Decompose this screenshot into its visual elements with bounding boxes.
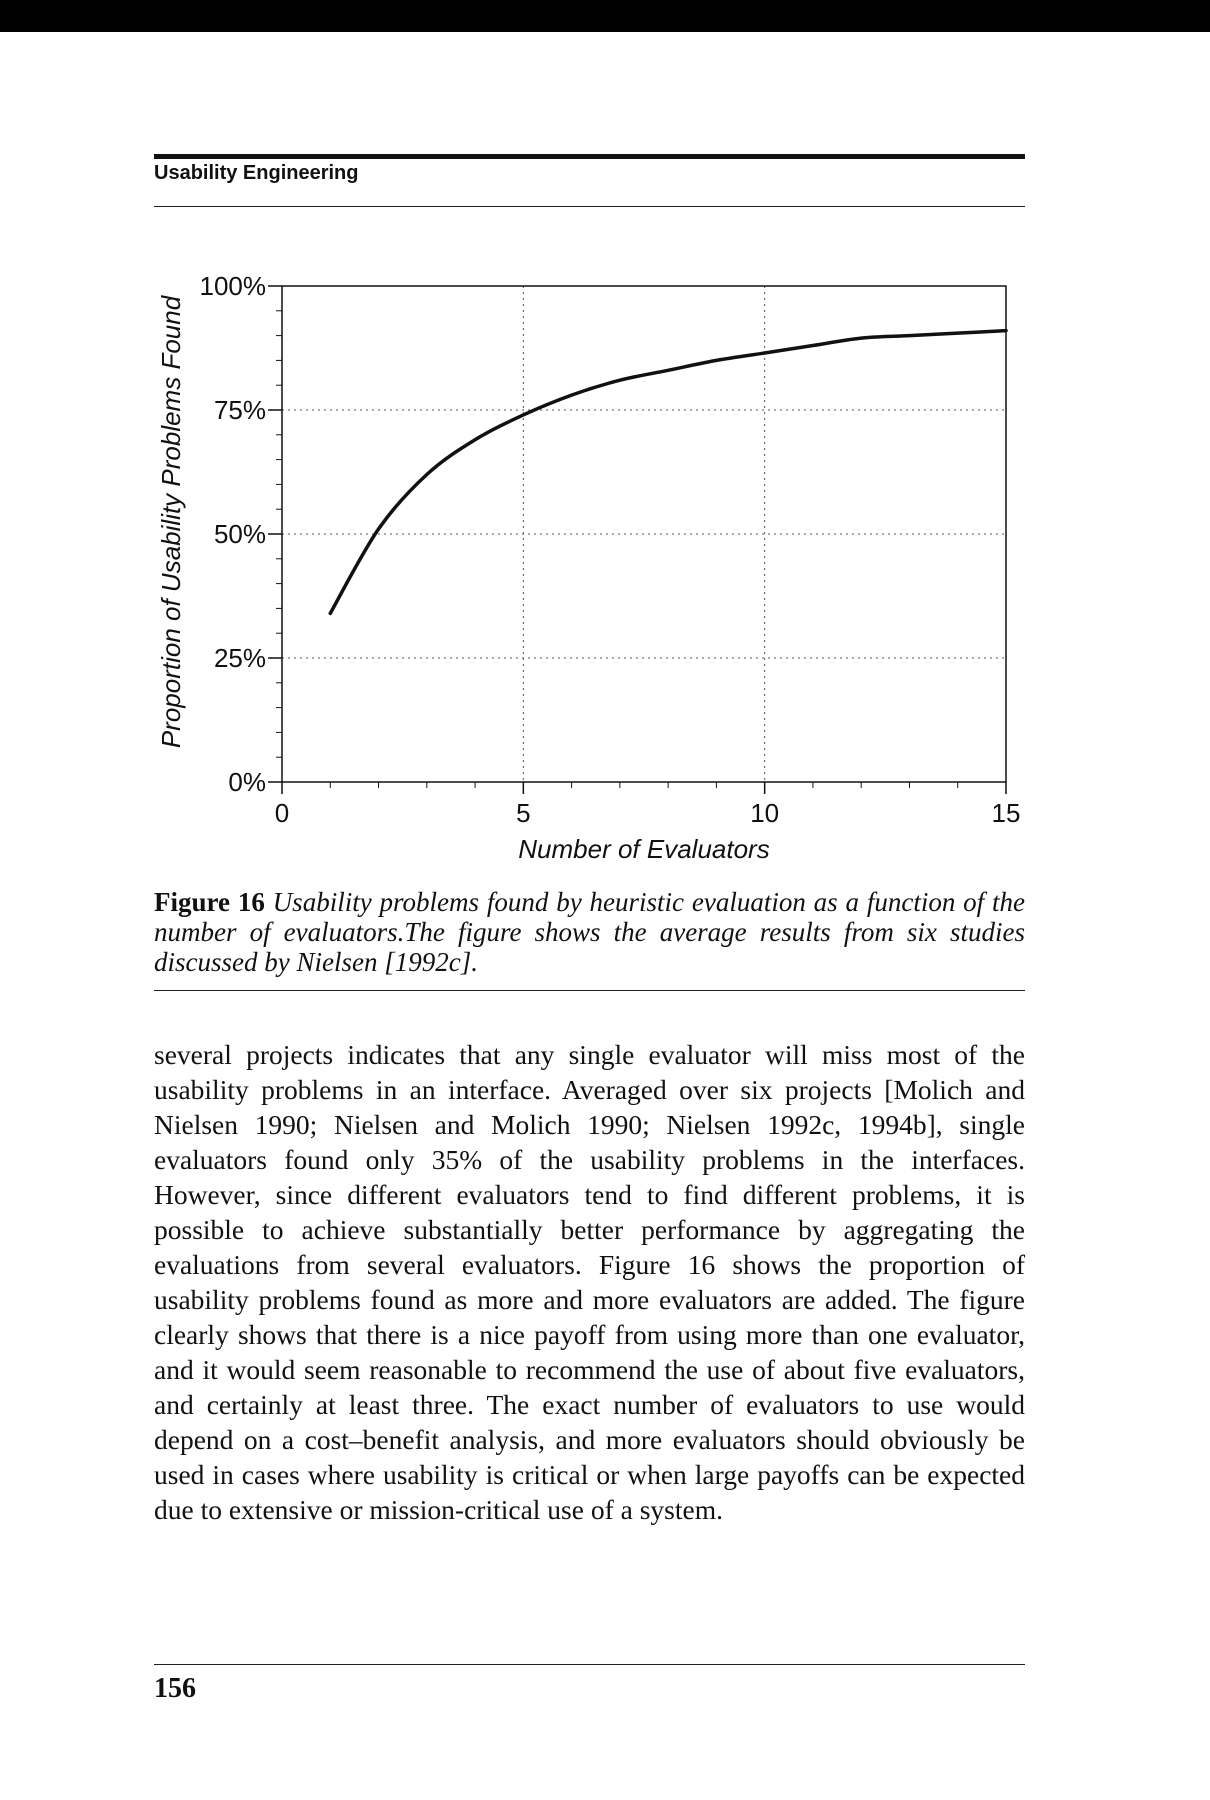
caption-divider bbox=[154, 990, 1025, 991]
body-paragraph: several projects indicates that any sing… bbox=[154, 1039, 1025, 1525]
y-tick-label: 0% bbox=[228, 767, 266, 797]
y-tick-label: 50% bbox=[214, 519, 266, 549]
y-tick-label: 25% bbox=[214, 643, 266, 673]
x-tick-label: 0 bbox=[275, 798, 289, 828]
y-tick-label: 75% bbox=[214, 395, 266, 425]
y-axis-title: Proportion of Usability Problems Found bbox=[156, 294, 186, 748]
chart-grid bbox=[282, 286, 1006, 782]
figure-caption: Figure 16 Usability problems found by he… bbox=[154, 887, 1025, 977]
x-tick-label: 5 bbox=[516, 798, 530, 828]
x-axis-title: Number of Evaluators bbox=[518, 834, 769, 864]
header-divider bbox=[154, 206, 1025, 207]
chart-tick-labels: 0% 25% 50% 75% 100% 0 5 10 15 bbox=[200, 271, 1021, 828]
figure-chart: 0% 25% 50% 75% 100% 0 5 10 15 Number of Evaluato… bbox=[156, 271, 1021, 864]
running-head: Usability Engineering bbox=[154, 162, 359, 184]
page-number: 156 bbox=[154, 1673, 196, 1704]
header-rule bbox=[154, 154, 1025, 159]
series-line bbox=[328, 328, 1008, 616]
y-tick-label: 100% bbox=[200, 271, 267, 301]
caption-label: Figure 16 bbox=[154, 887, 265, 917]
top-black-bar bbox=[0, 0, 1210, 32]
x-tick-label: 10 bbox=[750, 798, 779, 828]
caption-text: Usability problems found by heuristic ev… bbox=[154, 887, 1026, 977]
chart-ticks bbox=[268, 285, 1007, 794]
footer-divider bbox=[154, 1664, 1025, 1665]
x-tick-label: 15 bbox=[992, 798, 1021, 828]
